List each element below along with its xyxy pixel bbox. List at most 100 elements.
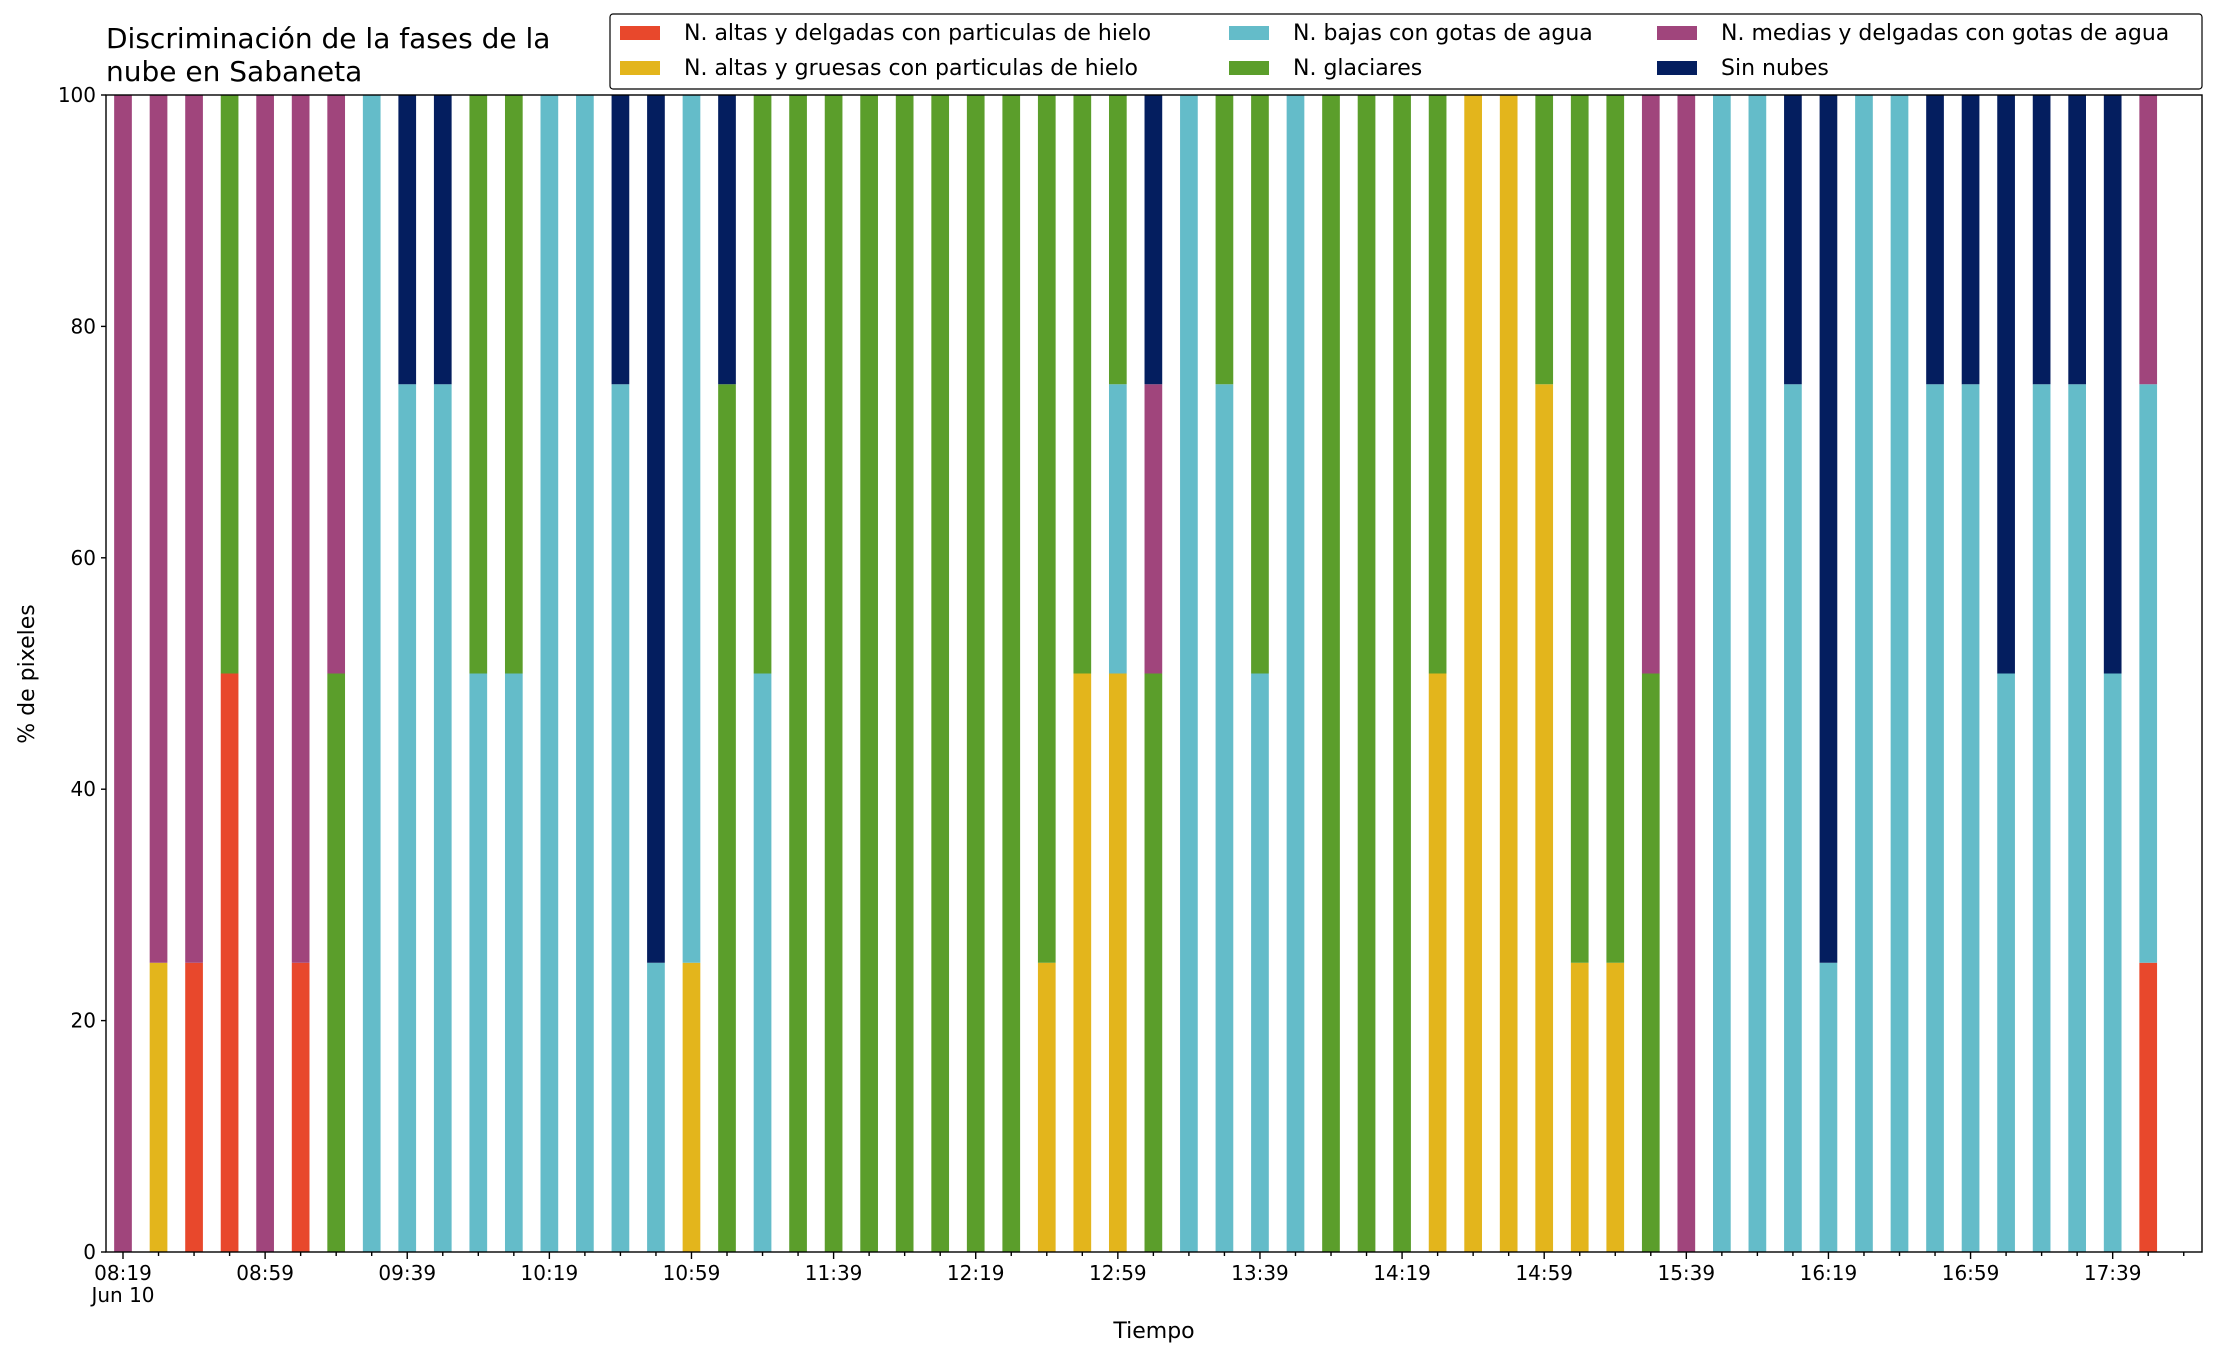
bar-segment: [1073, 673, 1092, 1252]
y-tick-label: 60: [71, 546, 96, 570]
bar-segment: [647, 95, 665, 963]
legend-swatch: [1229, 26, 1269, 40]
bar-segment: [540, 95, 559, 1252]
bar-segment: [2032, 95, 2051, 385]
bar-segment: [576, 95, 594, 1252]
y-tick-label: 0: [83, 1240, 96, 1264]
x-tick-label: 11:39: [805, 1261, 863, 1285]
bar-segment: [220, 95, 239, 674]
bar-segment: [753, 95, 772, 674]
bar-segment: [185, 95, 203, 963]
bar-segment: [1961, 95, 1980, 385]
x-tick-label: 16:19: [1800, 1261, 1858, 1285]
bar-segment: [931, 95, 950, 1252]
bar-segment: [1606, 962, 1625, 1252]
legend-label: N. altas y gruesas con particulas de hie…: [684, 56, 1138, 81]
legend-label: N. glaciares: [1293, 56, 1422, 81]
legend-swatch: [1657, 61, 1697, 75]
bar-segment: [1428, 673, 1447, 1252]
bar-segment: [611, 384, 630, 1252]
y-tick-label: 20: [71, 1009, 96, 1033]
bar-segment: [362, 95, 381, 1252]
x-tick-label: 14:19: [1373, 1261, 1431, 1285]
bar-segment: [1144, 673, 1163, 1252]
bar-segment: [327, 673, 346, 1252]
bar-segment: [1641, 673, 1660, 1252]
bar-segment: [1180, 95, 1198, 1252]
bar-segment: [1393, 95, 1411, 1252]
bar-segment: [504, 95, 523, 674]
bar-segment: [256, 95, 274, 1252]
bar-segment: [149, 95, 168, 963]
x-tick-label: 09:39: [378, 1261, 436, 1285]
bar-segment: [327, 95, 346, 674]
bar-segment: [1499, 95, 1518, 1252]
bar-segment: [966, 95, 985, 1252]
x-tick-label: 16:59: [1942, 1261, 2000, 1285]
bar-segment: [1215, 95, 1234, 385]
bar-segment: [718, 384, 736, 1252]
bar-segment: [220, 673, 239, 1252]
bar-segment: [149, 962, 168, 1252]
chart-title: Discriminación de la fases de la nube en …: [106, 22, 550, 88]
bar-segment: [611, 95, 630, 385]
bar-segment: [824, 95, 843, 1252]
bar-segment: [1784, 95, 1802, 385]
bar-segment: [895, 95, 914, 1252]
x-tick-label: 12:59: [1089, 1261, 1147, 1285]
bar-segment: [753, 673, 772, 1252]
x-tick-label: 17:39: [2084, 1261, 2142, 1285]
bar-segment: [398, 95, 417, 385]
legend-label: Sin nubes: [1721, 56, 1829, 81]
bar-segment: [1570, 962, 1589, 1252]
bar-segment: [2032, 384, 2051, 1252]
bar-segment: [1108, 384, 1127, 674]
bar-segment: [291, 962, 310, 1252]
bar-segment: [1464, 95, 1482, 1252]
bar-segment: [1890, 95, 1909, 1252]
bar-segment: [1535, 384, 1554, 1252]
legend-swatch: [620, 26, 660, 40]
bar-segment: [718, 95, 736, 385]
bar-segment: [504, 673, 523, 1252]
bar-segment: [682, 95, 701, 963]
bar-segment: [1108, 673, 1127, 1252]
x-tick-label: 12:19: [947, 1261, 1005, 1285]
bar-segment: [1713, 95, 1731, 1252]
bar-segment: [1215, 384, 1234, 1252]
bar-segment: [1606, 95, 1625, 963]
x-tick-label: 13:39: [1231, 1261, 1289, 1285]
bar-segment: [1251, 95, 1269, 674]
legend-swatch: [620, 61, 660, 75]
bar-segment: [1926, 384, 1944, 1252]
bar-segment: [1784, 384, 1802, 1252]
bar-segment: [647, 962, 665, 1252]
bar-segment: [1002, 95, 1021, 1252]
bar-segment: [1037, 962, 1056, 1252]
x-tick-label: 08:19 Jun 10: [89, 1261, 154, 1307]
bar-segment: [433, 384, 452, 1252]
bar-segment: [1997, 95, 2015, 674]
bar-segment: [1961, 384, 1980, 1252]
bar-segment: [789, 95, 807, 1252]
bar-segment: [2068, 95, 2086, 385]
x-tick-label: 10:59: [663, 1261, 721, 1285]
legend-label: N. medias y delgadas con gotas de agua: [1721, 21, 2169, 46]
bar-segment: [1926, 95, 1944, 385]
bar-segment: [1997, 673, 2015, 1252]
x-axis-label: Tiempo: [1112, 1319, 1194, 1344]
bar-segment: [2139, 962, 2158, 1252]
y-tick-label: 100: [58, 83, 96, 107]
bar-segment: [185, 962, 203, 1252]
bar-segment: [1286, 95, 1305, 1252]
bar-segment: [1144, 95, 1163, 385]
bar-segment: [1108, 95, 1127, 385]
bar-segment: [2068, 384, 2086, 1252]
bar-segment: [114, 95, 132, 1252]
bar-segment: [2103, 673, 2122, 1252]
plot-frame: [105, 94, 2203, 1253]
bar-segment: [1322, 95, 1340, 1252]
bar-segment: [1819, 95, 1838, 963]
bar-segment: [433, 95, 452, 385]
